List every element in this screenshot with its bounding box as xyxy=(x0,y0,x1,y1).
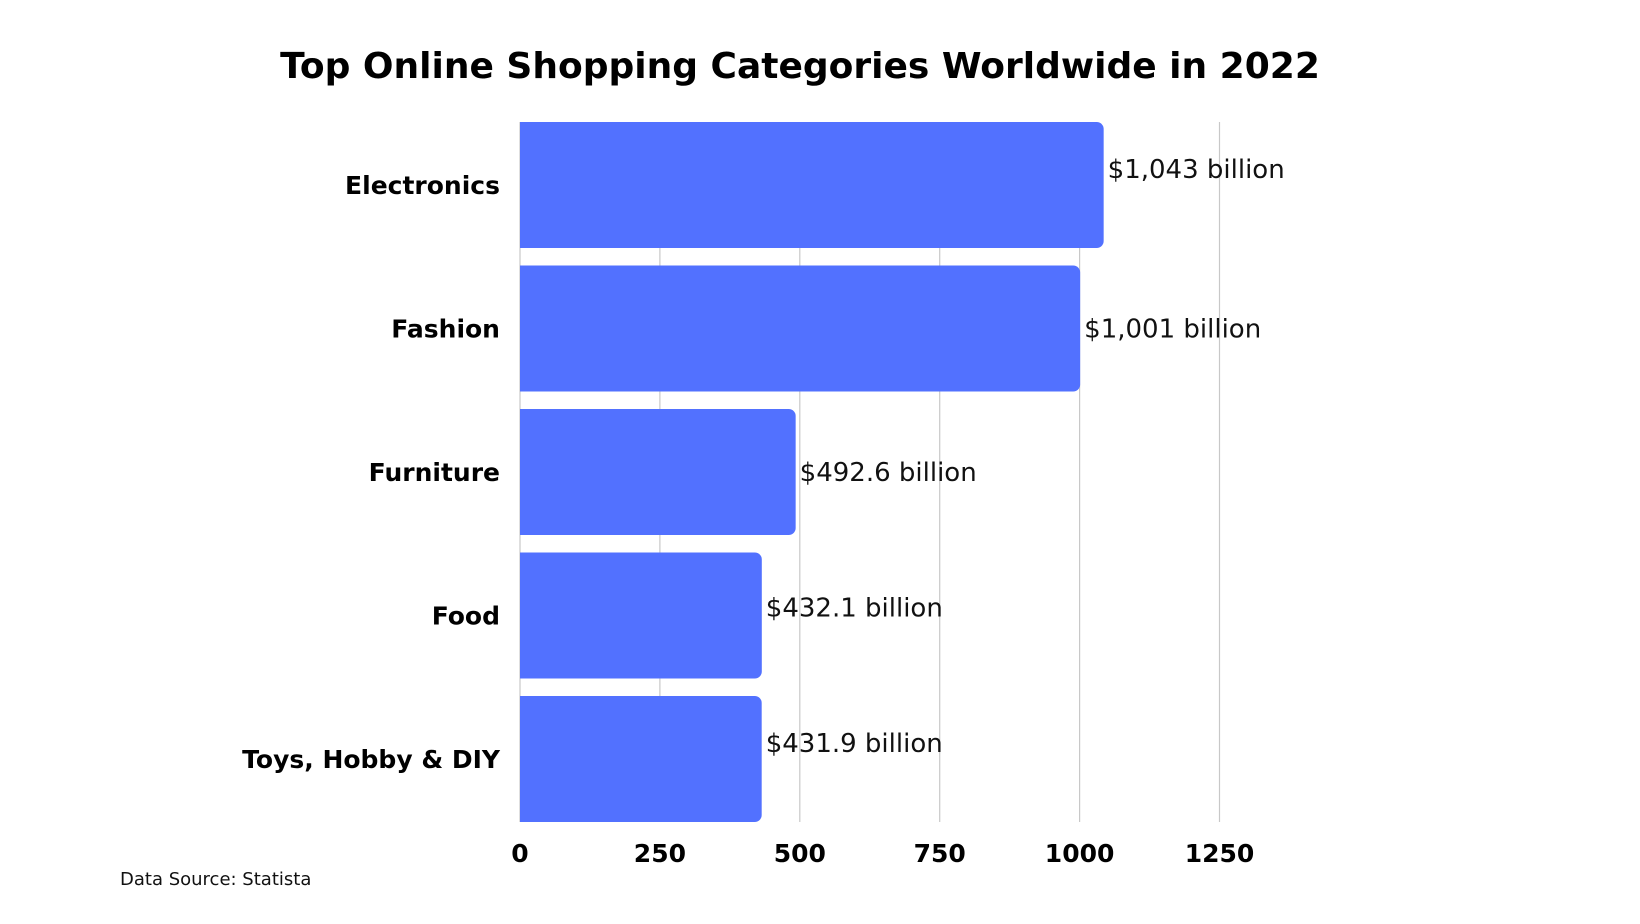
category-label: Food xyxy=(432,602,500,631)
data-label: $431.9 billion xyxy=(766,729,943,759)
chart-title: Top Online Shopping Categories Worldwide… xyxy=(280,46,1320,87)
bar-toys-hobby-diy xyxy=(520,696,762,822)
category-label: Furniture xyxy=(369,458,500,487)
bars xyxy=(520,122,1104,822)
labels: 0 250 500 750 1000 1250 Electronics $1,043 bill… xyxy=(242,155,1285,868)
bar-left-edge xyxy=(520,265,530,392)
data-source-note: Data Source: Statista xyxy=(120,869,311,890)
bar-fashion xyxy=(520,265,1081,392)
x-tick-label: 1000 xyxy=(1045,839,1115,868)
data-label: $492.6 billion xyxy=(800,458,977,488)
bar-left-edge xyxy=(520,409,530,535)
data-label: $1,001 billion xyxy=(1084,315,1261,345)
bar-furniture xyxy=(520,409,796,535)
bar-left-edge xyxy=(520,552,530,679)
x-tick-label: 750 xyxy=(914,839,966,868)
category-label: Electronics xyxy=(345,171,500,200)
data-label: $1,043 billion xyxy=(1108,155,1285,185)
x-tick-label: 1250 xyxy=(1185,839,1255,868)
bar-food xyxy=(520,552,762,679)
data-label: $432.1 billion xyxy=(766,594,943,624)
x-tick-label: 500 xyxy=(774,839,826,868)
bar-electronics xyxy=(520,122,1104,248)
x-tick-label: 0 xyxy=(511,839,528,868)
x-tick-label: 250 xyxy=(634,839,686,868)
category-label: Toys, Hobby & DIY xyxy=(242,745,501,774)
bar-left-edge xyxy=(520,122,530,248)
category-label: Fashion xyxy=(391,315,500,344)
bar-left-edge xyxy=(520,696,530,822)
